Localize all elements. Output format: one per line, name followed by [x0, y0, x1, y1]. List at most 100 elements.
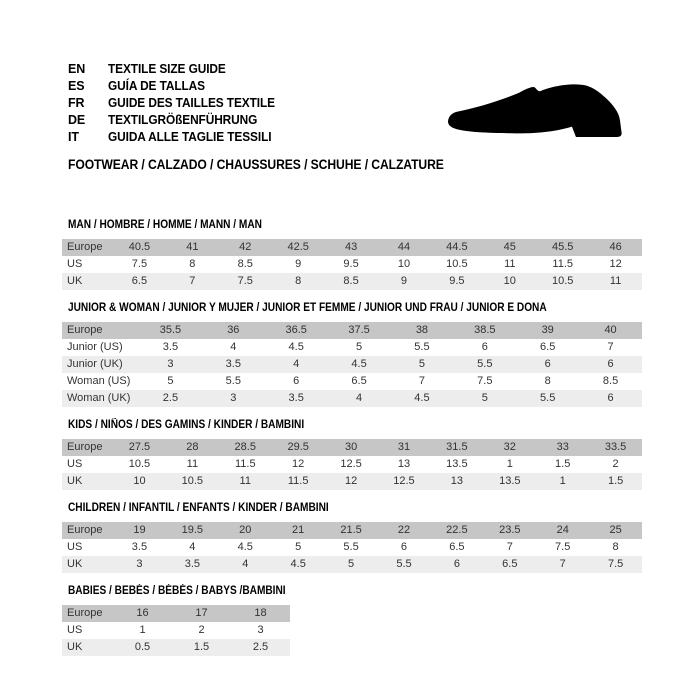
size-cell: 20 — [239, 524, 252, 536]
size-cell: 3.5 — [288, 392, 304, 404]
size-cell: 21 — [292, 524, 305, 536]
row-label: Woman (US) — [67, 375, 131, 387]
size-cell: 1 — [506, 458, 513, 470]
size-cell: 17 — [195, 607, 208, 619]
language-list: EN TEXTILE SIZE GUIDE ES GUÍA DE TALLAS FR GU… — [68, 61, 284, 146]
size-cell: 27.5 — [128, 441, 151, 453]
size-cell: 8.5 — [343, 275, 359, 287]
row-label: US — [67, 258, 83, 270]
size-cell: 30 — [344, 441, 358, 453]
table-row: UK 10 10.5 11 11.5 12 12.5 13 13.5 1 1.5 — [62, 473, 642, 490]
size-cell: 38 — [415, 324, 429, 336]
size-cell: 12.5 — [340, 458, 362, 470]
size-cell: 13.5 — [446, 458, 468, 470]
size-cell: 45 — [503, 241, 516, 253]
size-cell: 6.5 — [351, 375, 367, 387]
size-cell: 11 — [504, 258, 516, 270]
size-cell: 9.5 — [449, 275, 465, 287]
size-cell: 5 — [481, 392, 488, 404]
language-code: IT — [68, 130, 79, 144]
size-cell: 22.5 — [446, 524, 468, 536]
size-table-children: CHILDREN / INFANTIL / ENFANTS / KINDER /… — [62, 502, 642, 573]
size-cell: 23.5 — [499, 524, 521, 536]
size-cell: 1 — [559, 475, 566, 487]
size-cell: 1.5 — [193, 641, 210, 653]
size-cell: 36 — [227, 324, 240, 336]
size-cell: 35.5 — [159, 324, 182, 336]
row-label: Europe — [67, 241, 103, 253]
size-cell: 8 — [544, 375, 551, 387]
size-cell: 4.5 — [288, 341, 304, 353]
table-row: UK 0.5 1.5 2.5 — [62, 639, 290, 656]
language-label: GUÍA DE TALLAS — [108, 79, 205, 93]
size-cell: 31 — [397, 441, 411, 453]
table-title: MAN / HOMBRE / HOMME / MANN / MAN — [68, 219, 262, 231]
size-cell: 8.5 — [602, 375, 619, 387]
size-cell: 0.5 — [134, 641, 151, 653]
size-cell: 11.5 — [234, 458, 256, 470]
table-junior-woman: Europe 35.5 36 36.5 37.5 38 38.5 39 40 Junior (US… — [62, 322, 642, 407]
table-header-row: Europe 35.5 36 36.5 37.5 38 38.5 39 40 — [62, 322, 642, 339]
size-cell: 28.5 — [234, 441, 256, 453]
table-header-row: Europe 16 17 18 — [62, 605, 290, 622]
table-row: Woman (UK) 2.5 3 3.5 4 4.5 5 5.5 6 — [62, 390, 642, 407]
size-cell: 3 — [257, 624, 264, 636]
row-label: US — [67, 624, 83, 636]
size-cell: 5.5 — [414, 341, 430, 353]
size-cell: 7.5 — [237, 275, 253, 287]
size-cell: 10.5 — [446, 258, 468, 270]
size-cell: 5.5 — [225, 375, 241, 387]
size-cell: 33.5 — [604, 441, 627, 453]
row-label: UK — [67, 475, 83, 487]
size-cell: 7 — [506, 541, 513, 553]
size-cell: 5.5 — [477, 358, 493, 370]
size-cell: 10.5 — [128, 458, 151, 470]
table-row: Junior (UK) 3 3.5 4 4.5 5 5.5 6 6 — [62, 356, 642, 373]
size-cell: 9 — [400, 275, 408, 287]
size-cell: 3.5 — [184, 558, 200, 570]
table-row: Junior (US) 3.5 4 4.5 5 5.5 6 6.5 7 — [62, 339, 642, 356]
size-cell: 24 — [556, 524, 569, 536]
table-row: UK 3 3.5 4 4.5 5 5.5 6 6.5 7 7.5 — [62, 556, 642, 573]
size-cell: 44.5 — [446, 241, 468, 253]
table-row: US 3.5 4 4.5 5 5.5 6 6.5 7 7.5 8 — [62, 539, 642, 556]
table-title: BABIES / BEBÉS / BÉBÉS / BABYS /BAMBINI — [68, 585, 286, 597]
language-code: DE — [68, 113, 86, 127]
size-cell: 6.5 — [502, 558, 518, 570]
size-cell: 29.5 — [287, 441, 309, 453]
size-cell: 10.5 — [181, 475, 204, 487]
size-cell: 6 — [607, 358, 614, 370]
size-cell: 7.5 — [555, 541, 571, 553]
size-cell: 41 — [186, 241, 199, 253]
size-cell: 2.5 — [252, 641, 269, 653]
size-cell: 5.5 — [540, 392, 556, 404]
size-cell: 18 — [254, 607, 267, 619]
size-cell: 31.5 — [446, 441, 468, 453]
size-cell: 33 — [556, 441, 569, 453]
size-cell: 11 — [609, 275, 622, 287]
size-cell: 4 — [356, 392, 363, 404]
size-cell: 36.5 — [285, 324, 307, 336]
size-cell: 42 — [239, 241, 252, 253]
size-cell: 2 — [612, 458, 619, 470]
size-cell: 16 — [136, 607, 149, 619]
table-row: Woman (US) 5 5.5 6 6.5 7 7.5 8 8.5 — [62, 373, 642, 390]
size-cell: 42.5 — [287, 241, 309, 253]
size-cell: 6 — [544, 358, 551, 370]
size-cell: 4 — [230, 341, 237, 353]
size-cell: 3 — [136, 558, 143, 570]
table-header-row: Europe 27.5 28 28.5 29.5 30 31 31.5 32 33 33.5 — [62, 439, 642, 456]
size-cell: 5.5 — [343, 541, 359, 553]
size-cell: 2.5 — [162, 392, 179, 404]
size-cell: 5 — [167, 375, 174, 387]
size-cell: 2 — [198, 624, 205, 636]
row-label: US — [67, 458, 83, 470]
size-cell: 46 — [609, 241, 622, 253]
size-cell: 6 — [400, 541, 408, 553]
table-title: JUNIOR & WOMAN / JUNIOR Y MUJER / JUNIOR… — [68, 302, 547, 314]
size-cell: 19 — [133, 524, 146, 536]
size-table-junior-woman: JUNIOR & WOMAN / JUNIOR Y MUJER / JUNIOR… — [62, 302, 642, 407]
table-kids: Europe 27.5 28 28.5 29.5 30 31 31.5 32 33 33.5 US 10… — [62, 439, 642, 490]
size-table-man: MAN / HOMBRE / HOMME / MANN / MAN Europe 4… — [62, 219, 642, 290]
